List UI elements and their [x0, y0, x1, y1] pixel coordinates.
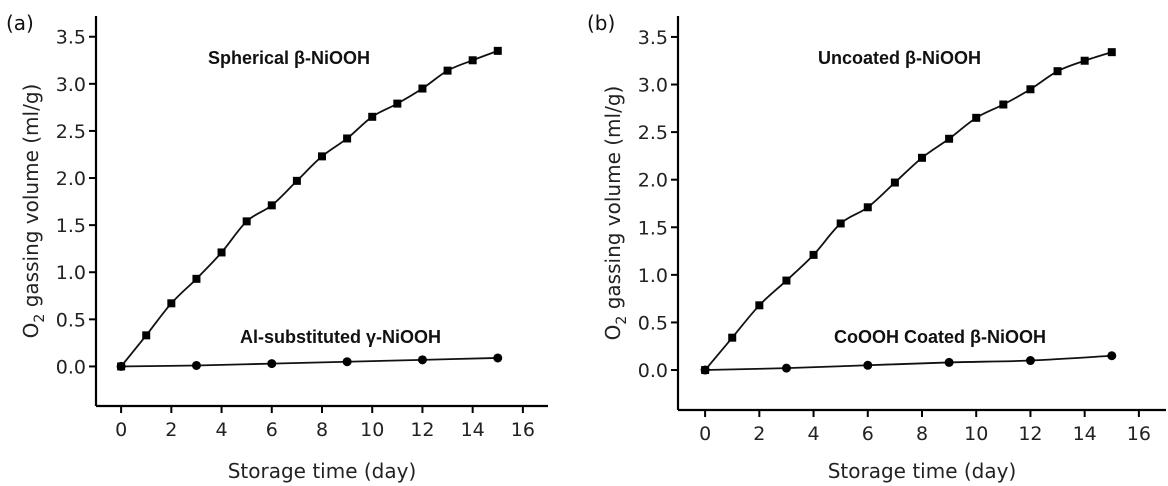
chart-panel-b: 0 2 4 6 8 10 12 14 16 0.0 0.5 1.0 1.5 2.0 2.5 3.0 3.5 Sto…: [587, 11, 1166, 483]
series-annotation: Uncoated β-NiOOH: [818, 48, 981, 68]
y-tick-label: 1.5: [56, 215, 86, 237]
x-tick-label: 16: [511, 419, 535, 441]
y-tick-label: 3.5: [56, 27, 86, 49]
data-point-square: [343, 134, 352, 143]
x-tick-label: 12: [1018, 423, 1042, 445]
data-point-square: [468, 56, 477, 65]
data-point-square: [443, 66, 452, 75]
y-tick-label: 2.0: [56, 168, 86, 190]
y-tick-label: 3.0: [638, 75, 668, 97]
x-tick-label: 6: [266, 419, 278, 441]
data-point-square: [836, 219, 845, 228]
data-point-square: [267, 201, 276, 210]
x-tick-label: 4: [808, 423, 820, 445]
series-line-lower: [121, 357, 498, 368]
y-tick-label: 0.5: [56, 309, 86, 331]
x-tick-label: 8: [316, 419, 328, 441]
panel-label: (a): [6, 11, 34, 35]
y-tick-label: 0.0: [56, 356, 86, 378]
series-line-upper: [704, 51, 1113, 371]
data-point-square: [972, 113, 981, 122]
series-line-lower: [705, 354, 1112, 371]
y-tick-label: 1.5: [638, 217, 668, 239]
data-point-square: [493, 46, 502, 55]
data-point-square: [192, 274, 201, 283]
y-tick-label: 0.0: [638, 360, 668, 382]
x-tick-label: 0: [115, 419, 127, 441]
panel-label: (b): [587, 11, 615, 35]
data-point-circle: [944, 357, 954, 367]
series-annotation: CoOOH Coated β-NiOOH: [834, 327, 1046, 347]
y-tick-label: 2.5: [56, 121, 86, 143]
chart-panel-a: 0 2 4 6 8 10 12 14 16 0.0 0.5 1.0 1.5 2.0 2.5 3.0 3.5 Sto…: [6, 11, 548, 483]
x-tick-label: 0: [699, 423, 711, 445]
data-point-square: [142, 331, 151, 340]
y-axis-title: O2 gassing volume (ml/g): [601, 86, 630, 341]
data-point-square: [1053, 67, 1062, 76]
data-point-square: [418, 84, 427, 93]
data-point-square: [242, 217, 251, 226]
data-point-square: [393, 99, 402, 108]
data-point-square: [782, 276, 791, 285]
x-tick-label: 8: [916, 423, 928, 445]
series-annotation: Spherical β-NiOOH: [208, 48, 370, 68]
data-point-circle: [700, 365, 710, 375]
y-tick-label: 2.5: [638, 122, 668, 144]
data-point-square: [1026, 85, 1035, 94]
x-tick-label: 14: [461, 419, 485, 441]
series-annotation: Al-substituted γ-NiOOH: [240, 327, 441, 347]
data-point-circle: [191, 360, 201, 370]
data-point-square: [999, 100, 1008, 109]
x-axis-title: Storage time (day): [828, 459, 1017, 483]
data-point-square: [755, 301, 764, 310]
y-tick-label: 1.0: [638, 265, 668, 287]
data-point-square: [1107, 48, 1116, 57]
data-point-square: [945, 134, 954, 143]
data-point-square: [318, 152, 326, 161]
data-point-square: [1080, 56, 1089, 65]
data-point-circle: [116, 361, 126, 371]
x-tick-label: 10: [964, 423, 988, 445]
y-tick-label: 3.0: [56, 74, 86, 96]
data-point-circle: [1025, 356, 1035, 366]
y-tick-label: 2.0: [638, 170, 668, 192]
x-tick-label: 6: [862, 423, 874, 445]
data-point-square: [890, 178, 899, 187]
x-tick-label: 2: [165, 419, 177, 441]
x-tick-label: 14: [1073, 423, 1097, 445]
data-point-circle: [417, 355, 427, 365]
data-point-square: [863, 203, 872, 212]
x-tick-label: 12: [410, 419, 434, 441]
data-point-square: [217, 248, 226, 257]
data-point-square: [809, 250, 818, 259]
x-tick-label: 2: [753, 423, 765, 445]
data-point-square: [728, 333, 737, 342]
y-tick-label: 1.0: [56, 262, 86, 284]
data-point-circle: [863, 360, 873, 370]
data-point-square: [167, 299, 176, 308]
data-point-circle: [342, 357, 352, 367]
data-point-circle: [267, 359, 277, 369]
x-axis-title: Storage time (day): [228, 459, 417, 483]
data-point-square: [918, 153, 926, 162]
data-point-circle: [493, 353, 503, 363]
data-point-circle: [781, 363, 791, 373]
data-point-circle: [1107, 351, 1117, 361]
x-tick-label: 4: [216, 419, 228, 441]
data-point-square: [292, 176, 301, 185]
y-tick-label: 0.5: [638, 312, 668, 334]
y-axis-title: O2 gassing volume (ml/g): [19, 84, 48, 339]
x-tick-label: 10: [360, 419, 384, 441]
series-line-upper: [120, 50, 499, 368]
data-point-square: [368, 112, 377, 121]
y-tick-label: 3.5: [638, 27, 668, 49]
x-tick-label: 16: [1127, 423, 1151, 445]
